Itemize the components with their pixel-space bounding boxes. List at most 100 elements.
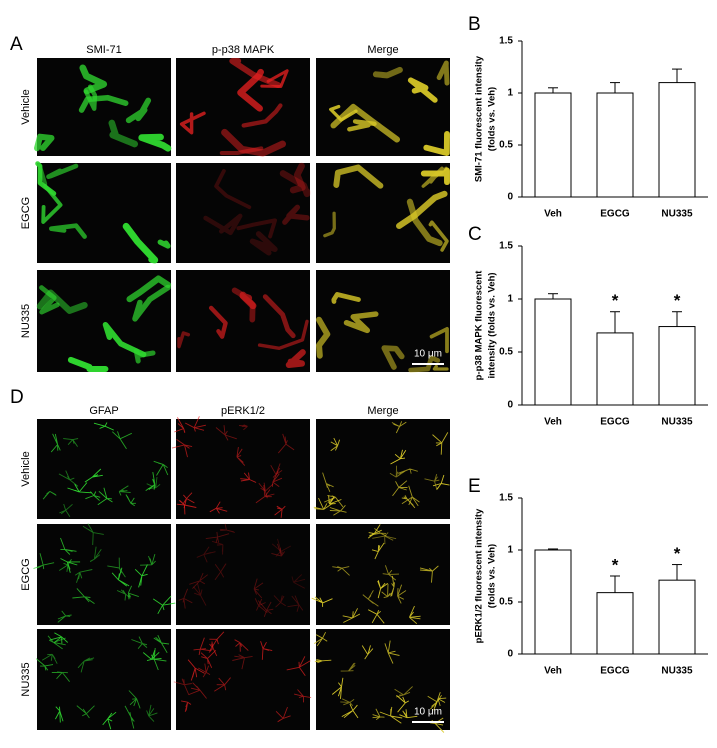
vessel (428, 220, 449, 252)
bar (534, 549, 572, 655)
astrocyte (313, 631, 328, 647)
astrocyte (255, 485, 275, 504)
astrocyte (145, 472, 156, 491)
vessel (429, 327, 449, 354)
astrocyte (184, 416, 206, 432)
vessel (203, 213, 243, 236)
astrocyte (178, 588, 193, 609)
y-tick-label: 0.5 (499, 347, 513, 358)
astrocyte (401, 495, 416, 509)
image-background (176, 270, 310, 372)
astrocyte (253, 578, 264, 599)
x-tick-label: Veh (544, 209, 562, 220)
bar (658, 579, 696, 655)
astrocyte (275, 706, 291, 723)
astrocyte (397, 468, 418, 474)
vessel (347, 119, 377, 132)
astrocyte (397, 584, 407, 604)
astrocyte (128, 690, 141, 709)
vessel (35, 161, 57, 196)
vessel (279, 170, 311, 198)
vessel (221, 128, 286, 157)
astrocyte (432, 432, 449, 455)
micrograph (176, 523, 310, 625)
astrocyte (232, 654, 253, 670)
error-bar (672, 311, 682, 327)
astrocyte (60, 537, 77, 555)
micrograph (173, 629, 312, 730)
astrocyte (341, 703, 359, 719)
astrocyte (33, 553, 55, 570)
astrocyte (330, 437, 341, 452)
astrocyte (134, 564, 148, 588)
y-tick-label: 0 (507, 400, 513, 411)
row-label: NU335 (20, 304, 32, 338)
vessel (432, 364, 449, 371)
astrocyte (153, 460, 169, 476)
error-bar (672, 68, 682, 83)
astrocyte (205, 531, 230, 543)
vessel (323, 211, 336, 238)
y-tick-label: 1 (507, 294, 513, 305)
bar (534, 298, 572, 406)
bar (596, 592, 634, 655)
astrocyte (35, 658, 54, 671)
vessel (262, 294, 296, 339)
panel-label: C (468, 224, 482, 245)
astrocyte (193, 637, 211, 656)
micrograph (313, 419, 450, 519)
astrocyte (399, 709, 418, 719)
y-axis-label: intensity (folds vs. Veh) (487, 272, 498, 378)
x-tick-label: Veh (544, 666, 562, 677)
vessel (49, 223, 87, 239)
astrocyte (153, 635, 170, 654)
astrocyte (60, 558, 81, 573)
column-header: p-p38 MAPK (212, 44, 275, 56)
astrocyte (146, 477, 161, 490)
astrocyte (142, 649, 162, 662)
micrograph (316, 163, 450, 263)
astrocyte (391, 421, 407, 434)
astrocyte (286, 656, 311, 676)
astrocyte (291, 574, 306, 589)
vessel (39, 285, 60, 315)
micrograph (35, 629, 171, 730)
error-bar (548, 548, 558, 550)
micrograph (176, 270, 310, 372)
y-tick-label: 1 (507, 545, 513, 556)
astrocyte (432, 474, 450, 490)
astrocyte (254, 598, 268, 614)
astrocyte (273, 595, 286, 608)
image-background (316, 524, 450, 625)
astrocyte (140, 553, 156, 566)
vessel (260, 69, 289, 89)
vessel (126, 275, 172, 303)
panel-label: B (468, 14, 481, 35)
astrocyte (239, 424, 248, 431)
error-bar (548, 87, 558, 93)
y-tick-label: 1.5 (499, 241, 513, 252)
x-tick-label: NU335 (661, 666, 693, 677)
row-label: NU335 (20, 662, 32, 696)
astrocyte (171, 439, 193, 458)
row-label: Vehicle (20, 89, 32, 124)
x-tick-label: EGCG (600, 417, 630, 428)
astrocyte (258, 482, 274, 499)
astrocyte (59, 503, 73, 518)
astrocyte (287, 595, 304, 612)
column-header: Merge (367, 405, 398, 417)
vessel (214, 168, 252, 210)
column-header: pERK1/2 (221, 405, 265, 417)
vessel (239, 291, 257, 310)
astrocyte (125, 494, 136, 507)
astrocyte (152, 595, 176, 615)
astrocyte (215, 425, 237, 441)
y-tick-label: 0 (507, 192, 513, 203)
astrocyte (50, 433, 61, 453)
vessel (241, 103, 283, 128)
y-axis-label: p-p38 MAPK fluorescent (474, 270, 485, 381)
vessel (219, 146, 264, 156)
column-header: GFAP (89, 405, 118, 417)
y-tick-label: 1 (507, 88, 513, 99)
astrocyte (209, 501, 228, 514)
